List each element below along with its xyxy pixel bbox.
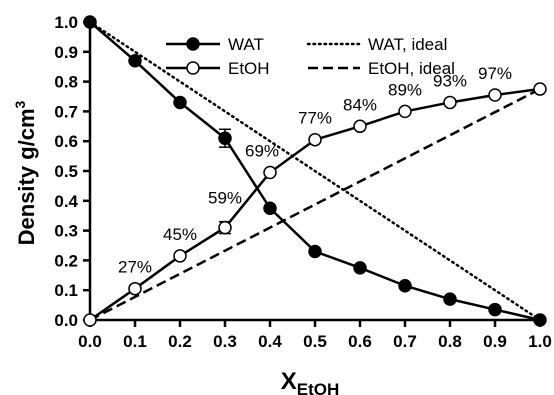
data-point-etoh: [83, 313, 97, 327]
percent-annotation: 84%: [343, 95, 377, 114]
y-tick-label: 0.7: [54, 102, 78, 121]
y-tick-label: 0.4: [54, 192, 78, 211]
series-line-etoh-ideal: [89, 87, 541, 322]
x-tick-label: 0.9: [483, 332, 507, 351]
legend-etoh-marker: [186, 61, 200, 75]
x-tick-label: 0.6: [348, 332, 372, 351]
data-point-wat: [218, 131, 232, 145]
percent-annotation: 93%: [433, 71, 467, 90]
y-tick-label: 0.6: [54, 132, 78, 151]
x-tick-label: 0.2: [168, 332, 192, 351]
legend-entry-wat-ideal: WAT, ideal: [306, 35, 447, 54]
data-point-wat: [128, 53, 142, 68]
data-point-wat: [443, 292, 457, 306]
legend: WAT EtOH WAT, ideal EtOH, ideal: [166, 35, 455, 78]
y-tick-label: 0.8: [54, 73, 78, 92]
legend-entry-wat: WAT: [166, 35, 264, 54]
x-tick-label: 0.5: [303, 332, 327, 351]
legend-etoh-label: EtOH: [228, 59, 270, 78]
data-point-etoh: [308, 132, 322, 147]
data-point-wat: [308, 244, 322, 259]
series-line-wat-ideal: [88, 20, 542, 322]
data-point-etoh: [353, 119, 367, 134]
percent-annotation: 89%: [388, 80, 422, 99]
series-lines: [88, 20, 542, 322]
y-axis-title-superscript: 3: [12, 100, 28, 108]
data-point-wat: [173, 95, 187, 110]
legend-entry-etoh-ideal: EtOH, ideal: [308, 59, 455, 78]
legend-wat-marker: [186, 37, 200, 51]
x-tick-label: 1.0: [528, 332, 552, 351]
data-point-etoh: [218, 220, 232, 235]
series-markers: [83, 15, 547, 327]
legend-etoh-ideal-label: EtOH, ideal: [368, 59, 455, 78]
x-tick-label: 0.4: [258, 332, 282, 351]
y-tick-label: 0.9: [54, 43, 78, 62]
percent-annotation: 27%: [118, 258, 152, 277]
percent-annotations: 27% 45% 59% 69% 77% 84% 89% 93% 97%: [118, 64, 512, 277]
ticks: 0.0 0.1 0.2 0.3 0.4 0.5 0.6 0.7 0.8 0.9 1.0 0.0 0.1 0…: [54, 13, 551, 351]
data-point-wat: [263, 201, 277, 215]
x-tick-label: 0.0: [78, 332, 102, 351]
legend-entry-etoh: EtOH: [166, 59, 270, 78]
y-tick-label: 0.2: [54, 251, 78, 270]
y-tick-label: 0.5: [54, 162, 78, 181]
data-point-etoh: [263, 165, 277, 180]
data-point-etoh: [533, 82, 547, 96]
y-axis-title: Density g/cm3: [12, 100, 39, 245]
percent-annotation: 77%: [298, 109, 332, 128]
percent-annotation: 69%: [245, 141, 279, 160]
data-point-etoh: [398, 104, 412, 119]
data-point-etoh: [488, 88, 502, 102]
data-point-wat: [398, 278, 412, 293]
data-point-wat: [488, 302, 502, 317]
legend-wat-ideal-label: WAT, ideal: [368, 35, 447, 54]
data-point-wat: [533, 313, 547, 327]
y-tick-label: 0.3: [54, 222, 78, 241]
data-point-wat: [83, 15, 97, 29]
x-tick-label: 0.1: [123, 332, 147, 351]
data-point-etoh: [173, 249, 187, 263]
percent-annotation: 59%: [208, 189, 242, 208]
y-tick-label: 0.0: [54, 311, 78, 330]
x-axis-title-subscript: EtOH: [297, 380, 340, 395]
percent-annotation: 45%: [163, 225, 197, 244]
x-tick-label: 0.3: [213, 332, 237, 351]
y-tick-label: 1.0: [54, 13, 78, 32]
x-tick-label: 0.8: [438, 332, 462, 351]
y-tick-label: 0.1: [54, 281, 78, 300]
data-point-etoh: [128, 281, 142, 296]
percent-annotation: 97%: [478, 64, 512, 83]
data-point-wat: [353, 261, 367, 275]
legend-wat-label: WAT: [228, 35, 264, 54]
x-axis-title: XEtOH: [281, 368, 340, 395]
x-tick-label: 0.7: [393, 332, 417, 351]
data-point-etoh: [443, 95, 457, 110]
